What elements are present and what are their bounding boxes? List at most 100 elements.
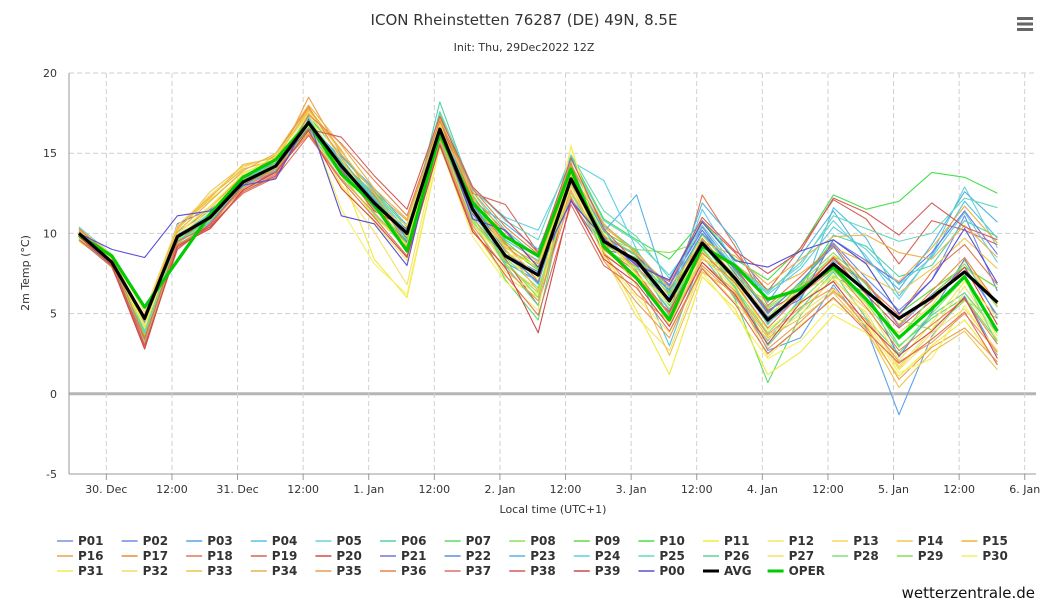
legend-item-p39[interactable]: P39 bbox=[573, 564, 621, 578]
legend-item-p08[interactable]: P08 bbox=[509, 534, 556, 548]
legend-item-p10[interactable]: P10 bbox=[638, 534, 685, 548]
legend-item-p20[interactable]: P20 bbox=[315, 549, 362, 563]
legend-item-p07[interactable]: P07 bbox=[444, 534, 492, 548]
legend-item-p29[interactable]: P29 bbox=[896, 549, 944, 563]
legend-label: P25 bbox=[659, 549, 685, 563]
legend-label: P16 bbox=[78, 549, 104, 563]
legend-item-p15[interactable]: P15 bbox=[961, 534, 1008, 548]
y-tick-label: 10 bbox=[43, 227, 57, 240]
legend-item-p31[interactable]: P31 bbox=[57, 564, 104, 578]
legend-item-p04[interactable]: P04 bbox=[250, 534, 297, 548]
menu-icon-bar bbox=[1017, 17, 1033, 20]
legend-label: P02 bbox=[143, 534, 169, 548]
legend-item-p30[interactable]: P30 bbox=[961, 549, 1008, 563]
y-tick-label: 0 bbox=[50, 388, 57, 401]
x-tick-label: 3. Jan bbox=[616, 483, 647, 496]
legend-item-p01[interactable]: P01 bbox=[57, 534, 104, 548]
legend-label: P19 bbox=[272, 549, 298, 563]
series-line-p31 bbox=[78, 114, 998, 361]
legend-item-p22[interactable]: P22 bbox=[444, 549, 492, 563]
x-tick-label: 12:00 bbox=[681, 483, 713, 496]
legend-item-p21[interactable]: P21 bbox=[380, 549, 427, 563]
legend-item-p16[interactable]: P16 bbox=[57, 549, 104, 563]
legend-item-p27[interactable]: P27 bbox=[767, 549, 815, 563]
legend-label: P31 bbox=[78, 564, 104, 578]
series-line-p25 bbox=[78, 110, 998, 340]
legend-item-p09[interactable]: P09 bbox=[573, 534, 621, 548]
legend-label: P35 bbox=[336, 564, 362, 578]
x-tick-label: 5. Jan bbox=[878, 483, 909, 496]
legend-item-p00[interactable]: P00 bbox=[638, 564, 685, 578]
legend-label: P11 bbox=[724, 534, 750, 548]
legend-item-p32[interactable]: P32 bbox=[121, 564, 169, 578]
series-line-p37 bbox=[78, 135, 998, 366]
credit-text: wetterzentrale.de bbox=[902, 584, 1035, 602]
y-tick-label: -5 bbox=[46, 468, 57, 481]
legend-item-p38[interactable]: P38 bbox=[509, 564, 556, 578]
y-tick-label: 15 bbox=[43, 147, 57, 160]
legend-label: P23 bbox=[530, 549, 556, 563]
x-tick-label: 12:00 bbox=[550, 483, 582, 496]
legend-item-p37[interactable]: P37 bbox=[444, 564, 492, 578]
x-tick-label: 12:00 bbox=[418, 483, 450, 496]
axes: -5 0 5 10 15 20 30. Dec 12:00 31. Dec 12:00 1. Jan… bbox=[43, 67, 1040, 496]
legend-item-p33[interactable]: P33 bbox=[186, 564, 233, 578]
legend-item-avg[interactable]: AVG bbox=[703, 564, 752, 578]
legend-item-p14[interactable]: P14 bbox=[896, 534, 944, 548]
legend-label: P17 bbox=[143, 549, 169, 563]
main-series bbox=[77, 121, 999, 340]
legend-item-p12[interactable]: P12 bbox=[767, 534, 815, 548]
x-tick-label: 12:00 bbox=[812, 483, 844, 496]
legend-item-p03[interactable]: P03 bbox=[186, 534, 233, 548]
legend-item-p19[interactable]: P19 bbox=[250, 549, 298, 563]
series-line-p35 bbox=[78, 133, 998, 363]
legend-label: P18 bbox=[207, 549, 233, 563]
legend-item-p25[interactable]: P25 bbox=[638, 549, 685, 563]
legend-item-p06[interactable]: P06 bbox=[380, 534, 427, 548]
menu-icon-bar bbox=[1017, 22, 1033, 26]
legend-label: P39 bbox=[595, 564, 621, 578]
series-line-p33 bbox=[78, 109, 998, 388]
legend-item-p23[interactable]: P23 bbox=[509, 549, 556, 563]
legend-item-p17[interactable]: P17 bbox=[121, 549, 169, 563]
legend-label: P00 bbox=[659, 564, 685, 578]
legend-label: P36 bbox=[401, 564, 427, 578]
legend-item-oper[interactable]: OPER bbox=[767, 564, 825, 578]
legend-item-p13[interactable]: P13 bbox=[832, 534, 879, 548]
x-tick-label: 30. Dec bbox=[85, 483, 127, 496]
legend-label: P28 bbox=[853, 549, 879, 563]
legend-label: P09 bbox=[595, 534, 621, 548]
legend-item-p36[interactable]: P36 bbox=[380, 564, 427, 578]
series-line-avg bbox=[77, 121, 999, 322]
legend-label: P13 bbox=[853, 534, 879, 548]
series-line-p29 bbox=[78, 122, 998, 340]
legend-item-p05[interactable]: P05 bbox=[315, 534, 362, 548]
legend-item-p11[interactable]: P11 bbox=[703, 534, 750, 548]
legend-item-p02[interactable]: P02 bbox=[121, 534, 169, 548]
legend-label: P37 bbox=[466, 564, 492, 578]
legend-item-p35[interactable]: P35 bbox=[315, 564, 362, 578]
legend-item-p18[interactable]: P18 bbox=[186, 549, 233, 563]
legend-item-p24[interactable]: P24 bbox=[573, 549, 621, 563]
menu-button[interactable] bbox=[1016, 16, 1034, 32]
x-tick-label: 2. Jan bbox=[484, 483, 515, 496]
series-line-p30 bbox=[78, 120, 998, 374]
legend-label: P21 bbox=[401, 549, 427, 563]
legend-item-p26[interactable]: P26 bbox=[703, 549, 750, 563]
series-line-p16 bbox=[78, 96, 998, 380]
legend-label: P26 bbox=[724, 549, 750, 563]
x-tick-label: 12:00 bbox=[943, 483, 975, 496]
legend-label: P10 bbox=[659, 534, 685, 548]
legend-label: P01 bbox=[78, 534, 104, 548]
legend-label: P05 bbox=[336, 534, 362, 548]
legend-label: P24 bbox=[595, 549, 621, 563]
legend-label: OPER bbox=[789, 564, 825, 578]
legend-label: P14 bbox=[918, 534, 944, 548]
y-tick-label: 5 bbox=[50, 308, 57, 321]
legend-item-p28[interactable]: P28 bbox=[832, 549, 879, 563]
legend-label: P15 bbox=[982, 534, 1008, 548]
legend-label: P12 bbox=[789, 534, 815, 548]
chart-title: ICON Rheinstetten 76287 (DE) 49N, 8.5E bbox=[371, 11, 678, 29]
legend-label: P07 bbox=[466, 534, 492, 548]
legend-item-p34[interactable]: P34 bbox=[250, 564, 297, 578]
